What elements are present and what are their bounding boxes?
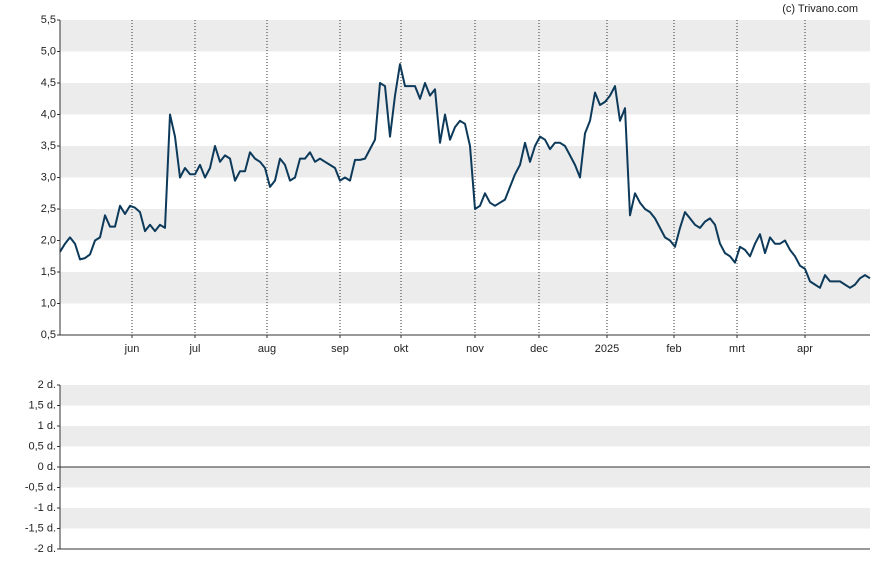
band (60, 467, 870, 488)
x-tick-label: 2025 (595, 343, 619, 355)
band (60, 508, 870, 529)
y-tick-label: -0,5 d. (25, 481, 56, 493)
y-tick-label: 1,0 (41, 297, 56, 309)
x-tick-label: dec (530, 343, 548, 355)
band (60, 20, 870, 52)
credit: (c) Trivano.com (782, 3, 858, 15)
y-tick-label: -1 d. (34, 502, 56, 514)
y-tick-label: 2 d. (38, 379, 56, 391)
y-tick-label: -1,5 d. (25, 522, 56, 534)
x-tick-label: jun (124, 343, 140, 355)
y-tick-label: 1 d. (38, 420, 56, 432)
y-tick-label: 1,5 d. (28, 399, 56, 411)
y-tick-label: -2 d. (34, 543, 56, 555)
x-tick-label: nov (466, 343, 484, 355)
y-tick-label: 2,5 (41, 203, 56, 215)
y-tick-label: 3,0 (41, 171, 56, 183)
band (60, 272, 870, 304)
band (60, 83, 870, 115)
y-tick-label: 0,5 (41, 329, 56, 341)
y-tick-label: 0 d. (38, 461, 56, 473)
price-line (59, 63, 871, 289)
x-tick-label: okt (394, 343, 409, 355)
y-tick-label: 5,0 (41, 45, 56, 57)
band (60, 426, 870, 447)
y-tick-label: 1,5 (41, 266, 56, 278)
band (60, 385, 870, 406)
x-tick-label: aug (258, 343, 276, 355)
y-tick-label: 4,0 (41, 108, 56, 120)
x-tick-label: sep (331, 343, 349, 355)
y-tick-label: 4,5 (41, 77, 56, 89)
y-tick-label: 0,5 d. (28, 440, 56, 452)
y-tick-label: 3,5 (41, 140, 56, 152)
y-tick-label: 5,5 (41, 14, 56, 26)
x-tick-label: jul (188, 343, 200, 355)
x-tick-label: mrt (729, 343, 745, 355)
band (60, 209, 870, 241)
y-tick-label: 2,0 (41, 234, 56, 246)
x-tick-label: feb (666, 343, 681, 355)
x-tick-label: apr (797, 343, 813, 355)
